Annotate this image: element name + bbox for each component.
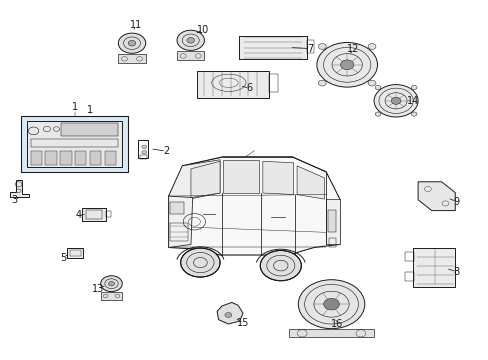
Text: 10: 10 [196,24,209,35]
FancyBboxPatch shape [288,329,373,337]
FancyBboxPatch shape [82,208,105,221]
FancyBboxPatch shape [327,210,336,232]
Text: 2: 2 [163,146,169,156]
FancyBboxPatch shape [118,54,145,63]
FancyBboxPatch shape [75,152,86,165]
Circle shape [318,44,325,49]
Polygon shape [190,161,220,198]
Text: 9: 9 [453,197,459,207]
Polygon shape [325,199,339,244]
Text: 8: 8 [453,267,459,277]
Circle shape [142,145,146,149]
FancyBboxPatch shape [67,248,82,258]
Text: 13: 13 [91,284,104,294]
Circle shape [224,312,231,318]
Circle shape [101,276,122,292]
Polygon shape [223,160,259,193]
Text: 12: 12 [346,44,359,54]
FancyBboxPatch shape [61,123,118,136]
FancyBboxPatch shape [45,152,57,165]
FancyBboxPatch shape [412,248,454,287]
Text: 1: 1 [87,105,93,115]
Polygon shape [217,302,243,324]
FancyBboxPatch shape [60,152,72,165]
FancyBboxPatch shape [101,292,122,300]
FancyBboxPatch shape [90,152,101,165]
Text: 11: 11 [129,20,142,30]
Polygon shape [10,180,29,197]
Circle shape [374,85,380,90]
Circle shape [340,60,353,70]
Polygon shape [296,166,324,199]
FancyBboxPatch shape [21,116,127,172]
Text: 4: 4 [75,210,81,220]
FancyBboxPatch shape [27,121,122,167]
FancyBboxPatch shape [197,71,269,98]
FancyBboxPatch shape [238,36,306,59]
Text: 6: 6 [246,83,252,93]
Circle shape [410,112,416,116]
Text: 3: 3 [12,195,18,205]
Text: 14: 14 [406,96,419,106]
Circle shape [180,248,220,277]
FancyBboxPatch shape [31,152,42,165]
Circle shape [186,37,194,43]
Polygon shape [263,161,293,194]
Circle shape [118,33,145,53]
Polygon shape [168,157,339,255]
Circle shape [318,80,325,86]
Polygon shape [168,196,192,247]
Circle shape [108,282,114,286]
Circle shape [367,44,375,49]
Text: 16: 16 [330,319,343,329]
Circle shape [298,280,364,329]
Circle shape [142,150,146,154]
Polygon shape [417,182,454,211]
Circle shape [323,298,339,310]
Circle shape [374,112,380,116]
Text: 1: 1 [71,102,78,112]
Circle shape [367,80,375,86]
Circle shape [390,97,400,104]
Circle shape [373,85,417,117]
Circle shape [260,251,301,281]
FancyBboxPatch shape [170,202,183,214]
Circle shape [410,85,416,90]
Text: 15: 15 [237,318,249,328]
Text: 5: 5 [61,253,66,263]
Circle shape [177,30,204,50]
FancyBboxPatch shape [104,152,116,165]
Polygon shape [168,160,220,199]
Circle shape [128,40,136,46]
Circle shape [316,42,377,87]
Text: 7: 7 [307,44,313,54]
FancyBboxPatch shape [177,51,204,60]
